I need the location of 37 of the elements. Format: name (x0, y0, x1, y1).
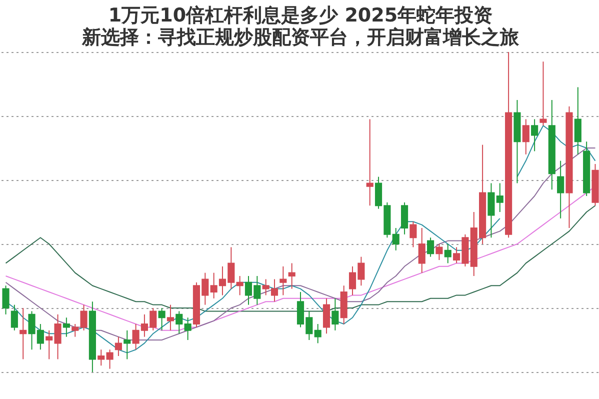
candlestick (522, 118, 530, 155)
candlestick (80, 304, 88, 331)
candlestick (10, 304, 18, 331)
candlestick (158, 308, 166, 331)
candlestick (98, 349, 105, 366)
candlestick (288, 262, 296, 290)
candlestick (488, 182, 495, 238)
candlestick (392, 228, 400, 251)
candlestick (531, 118, 538, 152)
chart-subtitle: 新选择：寻找正规炒股配资平台，开启财富增长之旅 (81, 26, 520, 48)
candlestick (332, 298, 339, 331)
candlestick (124, 330, 131, 360)
candlestick (322, 298, 330, 334)
candlestick (496, 182, 504, 212)
candlestick (400, 202, 408, 235)
candlestick (444, 244, 452, 264)
candlestick (280, 266, 287, 296)
candlestick (574, 86, 582, 155)
candlestick (540, 61, 547, 126)
candlestick (557, 160, 564, 219)
candlestick (410, 221, 417, 248)
candlestick (236, 276, 244, 296)
candlestick (366, 118, 374, 206)
candlestick (176, 310, 183, 334)
candlestick (106, 349, 114, 370)
candlestick (418, 228, 426, 274)
candlestick (166, 304, 174, 331)
candlestick (72, 324, 79, 338)
candlestick (436, 244, 443, 260)
candlestick (184, 317, 192, 340)
candlestick (62, 317, 70, 338)
candlestick (20, 308, 27, 360)
candlestick (2, 285, 10, 315)
candlestick (114, 336, 122, 356)
candlestick (426, 237, 434, 258)
candlestick (314, 324, 322, 344)
chart-title: 1万元10倍杠杆利息是多少 2025年蛇年投资 (108, 4, 493, 26)
